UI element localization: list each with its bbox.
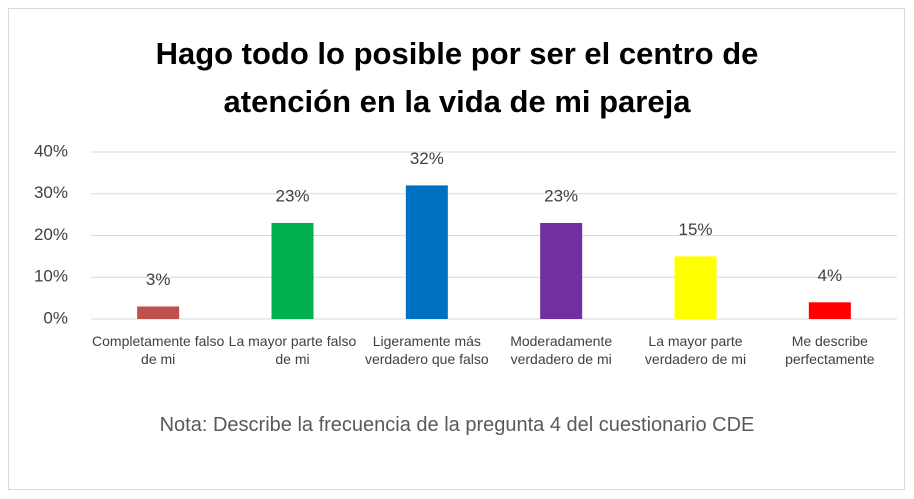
bar xyxy=(271,222,314,319)
x-tick-label: Ligeramente más verdadero que falso xyxy=(364,333,489,367)
x-tick-label: Moderadamente verdadero de mi xyxy=(510,333,613,367)
bar xyxy=(674,256,717,319)
bar xyxy=(808,302,851,319)
data-label: 32% xyxy=(410,149,444,168)
data-label: 3% xyxy=(146,270,171,289)
x-tick-label: La mayor parte verdadero de mi xyxy=(644,333,747,367)
chart-title: Hago todo lo posible por ser el centro d… xyxy=(155,36,759,119)
y-tick-label: 30% xyxy=(34,183,68,202)
bar xyxy=(540,222,583,319)
y-tick-label: 10% xyxy=(34,267,68,286)
x-tick-label: Me describe perfectamente xyxy=(785,333,875,367)
chart-border xyxy=(8,8,905,490)
data-label: 23% xyxy=(544,186,578,205)
data-label: 4% xyxy=(818,266,843,285)
bar xyxy=(137,306,180,319)
x-tick-label: Completamente falso de mi xyxy=(92,333,225,367)
note: Nota: Describe la frecuencia de la pregu… xyxy=(159,414,755,436)
bar xyxy=(405,185,448,319)
data-label: 23% xyxy=(275,186,309,205)
x-tick-label: La mayor parte falso de mi xyxy=(228,333,357,367)
y-tick-label: 40% xyxy=(34,141,68,160)
y-tick-label: 20% xyxy=(34,225,68,244)
data-label: 15% xyxy=(678,220,712,239)
y-tick-label: 0% xyxy=(43,308,68,327)
